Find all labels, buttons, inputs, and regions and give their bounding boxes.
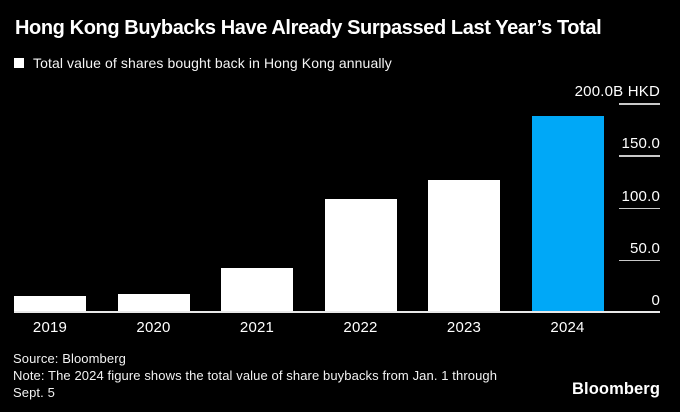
bar-2023 xyxy=(428,180,500,312)
chart-title: Hong Kong Buybacks Have Already Surpasse… xyxy=(15,17,602,39)
source-note: Source: Bloomberg xyxy=(13,351,126,366)
legend-swatch-icon xyxy=(14,58,24,68)
y-tick-label-100: 100.0 xyxy=(621,187,660,205)
bar-2020 xyxy=(117,294,190,312)
footnote-line-1: Note: The 2024 figure shows the total va… xyxy=(13,368,498,383)
x-label-2022: 2022 xyxy=(343,319,378,336)
footnote-line-2: Sept. 5 xyxy=(13,385,55,400)
bar-2022 xyxy=(324,199,397,312)
bar-2024 xyxy=(531,115,604,312)
y-tick-label-0: 0 xyxy=(651,292,660,309)
y-tick-200 xyxy=(619,103,660,105)
x-label-2024: 2024 xyxy=(550,319,585,336)
x-axis-line xyxy=(14,311,660,313)
y-tick-50 xyxy=(619,259,660,262)
bloomberg-logo: Bloomberg xyxy=(572,380,660,398)
y-tick-label-200: 200.0B HKD xyxy=(574,83,660,100)
y-tick-label-150: 150.0 xyxy=(621,135,660,153)
x-label-2021: 2021 xyxy=(239,319,275,336)
y-tick-100 xyxy=(619,207,660,209)
y-tick-label-50: 50.0 xyxy=(630,239,660,257)
y-tick-150 xyxy=(619,155,660,157)
bar-2021 xyxy=(221,268,293,312)
legend: Total value of shares bought back in Hon… xyxy=(14,55,392,71)
x-label-2023: 2023 xyxy=(446,319,482,336)
legend-label: Total value of shares bought back in Hon… xyxy=(33,55,392,71)
x-label-2020: 2020 xyxy=(136,319,171,336)
bar-2019 xyxy=(14,296,86,312)
x-label-2019: 2019 xyxy=(32,319,68,336)
